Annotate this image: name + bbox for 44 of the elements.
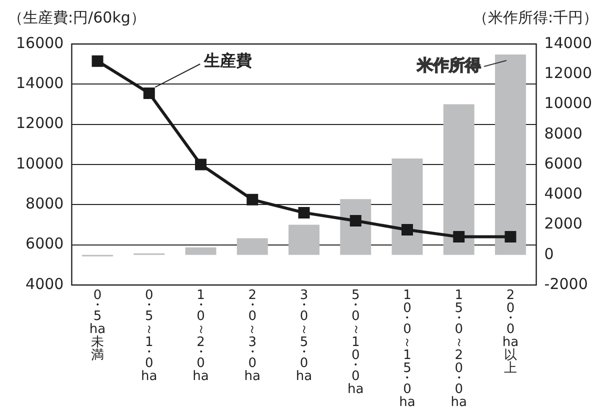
y-tick-label: 12000 (16, 114, 64, 132)
point (143, 87, 155, 99)
point (401, 224, 413, 236)
bar (443, 104, 474, 255)
category-label: 10・0～15・0ha (399, 288, 416, 410)
y-tick-label: 8000 (26, 194, 64, 213)
category-label: 5・0～10・0ha (348, 288, 364, 397)
point (92, 55, 104, 67)
point (298, 206, 310, 218)
y2-tick-label: 12000 (544, 64, 592, 82)
y-tick-label: 10000 (16, 154, 64, 172)
point (246, 194, 258, 206)
y2-tick-label: -2000 (544, 274, 588, 293)
y2-tick-label: 10000 (544, 94, 592, 112)
point (504, 231, 516, 243)
bar (392, 158, 423, 255)
y-tick-label: 6000 (26, 234, 64, 253)
y-tick-label: 16000 (16, 34, 64, 52)
x-tick-label: 3・0～5・0ha (294, 288, 314, 384)
x-tick-label: 20・0ha以上 (501, 288, 520, 376)
y-tick-label: 14000 (16, 74, 64, 92)
bar (236, 238, 268, 255)
y2-axis-title: （米作所得:千円） (472, 8, 598, 26)
series-label: 米作所得 (416, 56, 481, 75)
y2-tick-label: 0 (544, 244, 554, 263)
bar (494, 54, 526, 255)
x-tick-label: 1・0～2・0ha (192, 288, 210, 384)
y2-tick-label: 8000 (544, 124, 582, 142)
bar (288, 224, 320, 255)
x-tick-label: 2・0～3・0ha (243, 288, 262, 384)
y2-tick-label: 2000 (544, 214, 582, 233)
point (350, 214, 362, 226)
point (195, 158, 207, 170)
x-tick-label: 0・5ha未満 (88, 288, 107, 363)
point (453, 231, 465, 243)
category-label: 15・0～20・0ha (450, 288, 467, 410)
y2-tick-label: 4000 (544, 184, 582, 203)
bar (185, 247, 216, 255)
text: 生産費 (203, 51, 252, 70)
y2-tick-label: 14000 (544, 34, 592, 52)
y-tick-label: 4000 (26, 274, 64, 293)
y2-tick-label: 6000 (544, 154, 582, 172)
x-tick-label: 0・5～1・0ha (140, 288, 158, 384)
y-axis-title: （生産費:円/60kg） (8, 8, 146, 26)
